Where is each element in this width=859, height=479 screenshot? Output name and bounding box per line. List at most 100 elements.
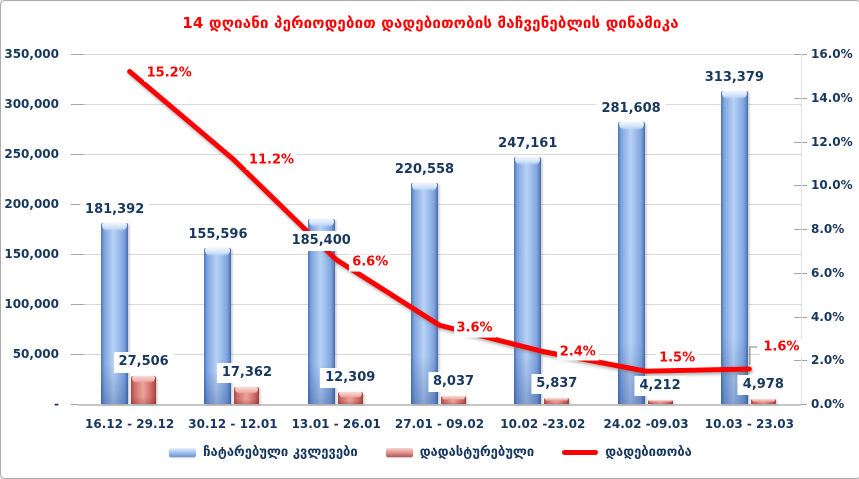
legend: ჩატარებული კვლევები დადასტურებული დადებითო…: [1, 445, 859, 460]
bar-confirmed: [647, 399, 673, 404]
gridline: [78, 104, 801, 105]
line-point-label: 1.6%: [760, 339, 803, 357]
bar-gloss-cap: [618, 122, 644, 131]
bar-confirmed: [750, 399, 776, 404]
bar-value-label-confirmed: 27,506: [113, 352, 174, 373]
category-label: 10.03 - 23.03: [704, 417, 794, 431]
bar-gloss-cap: [545, 398, 569, 402]
legend-label: ჩატარებული კვლევები: [203, 445, 358, 460]
right-axis-tick: [794, 229, 807, 230]
right-axis-tick-label: 8.0%: [811, 222, 845, 236]
bar-confirmed: [131, 376, 157, 404]
left-axis-tick-label: 200,000: [4, 197, 59, 211]
bar-gloss-cap: [235, 386, 259, 394]
left-axis-tick: [71, 104, 84, 105]
legend-swatch-blue-bar: [169, 448, 197, 457]
gridline: [78, 204, 801, 205]
bar-gloss-cap: [515, 156, 541, 165]
legend-label: დადასტურებული: [419, 445, 535, 460]
bar-gloss-cap: [132, 376, 156, 384]
bar-value-label-confirmed: 17,362: [216, 362, 278, 383]
legend-swatch-red-bar: [385, 448, 413, 457]
right-axis-tick-label: 2.0%: [811, 353, 845, 368]
category-label: 24.02 -09.03: [603, 417, 689, 431]
gridline: [78, 304, 801, 305]
left-axis-tick: [71, 154, 84, 155]
bar-value-label-confirmed: 4,978: [737, 375, 789, 396]
bar-conducted-tests: [617, 122, 645, 404]
right-axis-tick-label: 6.0%: [811, 265, 845, 280]
left-axis-tick-label: 250,000: [4, 147, 59, 161]
left-axis-tick: [71, 304, 84, 305]
legend-item-confirmed: დადასტურებული: [385, 445, 535, 460]
bar-gloss-cap: [205, 248, 231, 257]
right-axis-tick-label: 12.0%: [811, 134, 853, 149]
left-axis-tick-label: 50,000: [12, 347, 59, 361]
bar-gloss-cap: [648, 399, 672, 403]
bar-value-label-confirmed: 12,309: [320, 367, 381, 388]
left-axis-tick: [71, 354, 84, 355]
category-label: 30.12 - 12.01: [188, 417, 278, 431]
right-axis-tick: [794, 97, 807, 99]
bar-confirmed: [544, 398, 570, 404]
right-axis-tick: [794, 141, 807, 143]
bar-value-label-conducted: 181,392: [80, 199, 150, 220]
chart-title: 14 დღიანი პერიოდებით დადებითობის მაჩვენე…: [182, 14, 679, 32]
line-point-label: 11.2%: [245, 152, 298, 170]
category-label: 27.01 - 09.02: [394, 417, 485, 431]
line-point-label: 1.5%: [656, 350, 699, 368]
category-label: 10.02 -23.02: [500, 417, 586, 431]
right-axis-tick: [794, 54, 807, 55]
right-axis-tick-label: 0.0%: [811, 397, 845, 411]
bar-gloss-cap: [751, 399, 775, 402]
category-label: 13.01 - 26.01: [291, 417, 381, 431]
bar-value-label-conducted: 247,161: [493, 133, 563, 155]
left-axis-tick: [71, 254, 84, 255]
line-point-label: 3.6%: [453, 320, 496, 338]
bar-gloss-cap: [721, 90, 747, 99]
bar-value-label-conducted: 220,558: [389, 160, 460, 181]
bar-gloss-cap: [442, 395, 465, 401]
right-axis-tick: [794, 185, 807, 187]
bar-gloss-cap: [338, 391, 362, 399]
bar-value-label-confirmed: 4,212: [634, 375, 686, 397]
bar-value-label-conducted: 281,608: [596, 99, 666, 120]
right-axis-tick-label: 16.0%: [811, 47, 853, 61]
legend-item-conducted-tests: ჩატარებული კვლევები: [169, 445, 358, 460]
bar-value-label-conducted: 185,400: [286, 230, 356, 251]
bar-conducted-tests: [101, 222, 129, 404]
bar-value-label-confirmed: 5,837: [531, 374, 583, 395]
left-axis-tick-label: 350,000: [4, 47, 59, 61]
category-label: 16.12 - 29.12: [85, 417, 175, 431]
right-axis-tick: [794, 316, 807, 318]
right-axis-tick: [794, 360, 807, 362]
bar-value-label-conducted: 155,596: [183, 225, 253, 246]
legend-swatch-red-line: [562, 450, 599, 455]
line-point-label: 2.4%: [556, 344, 599, 361]
bar-confirmed: [234, 386, 260, 404]
x-axis-line: [78, 404, 801, 406]
left-axis-tick-label: 150,000: [4, 247, 59, 261]
bar-confirmed: [337, 391, 363, 404]
gridline: [78, 154, 801, 155]
left-axis-tick: [71, 404, 84, 405]
right-axis-tick: [794, 272, 807, 274]
bar-gloss-cap: [412, 183, 437, 192]
bar-conducted-tests: [720, 90, 748, 404]
right-axis-tick-label: 4.0%: [811, 309, 845, 324]
bar-value-label-confirmed: 8,037: [427, 371, 480, 393]
gridline: [78, 54, 801, 55]
bar-conducted-tests: [514, 156, 542, 404]
left-axis-tick-label: 300,000: [4, 97, 59, 111]
legend-label: დადებითობა: [605, 445, 692, 460]
callout-leader-line: [749, 346, 758, 365]
left-axis-tick: [71, 204, 84, 205]
bar-gloss-cap: [308, 218, 334, 227]
legend-item-positivity: დადებითობა: [562, 445, 692, 460]
gridline: [78, 254, 801, 255]
line-point-label: 15.2%: [143, 65, 195, 82]
plot-right-border: [801, 54, 802, 404]
right-axis-tick-label: 10.0%: [811, 178, 853, 193]
left-axis-tick-label: -: [54, 397, 59, 411]
bar-confirmed: [441, 395, 466, 404]
